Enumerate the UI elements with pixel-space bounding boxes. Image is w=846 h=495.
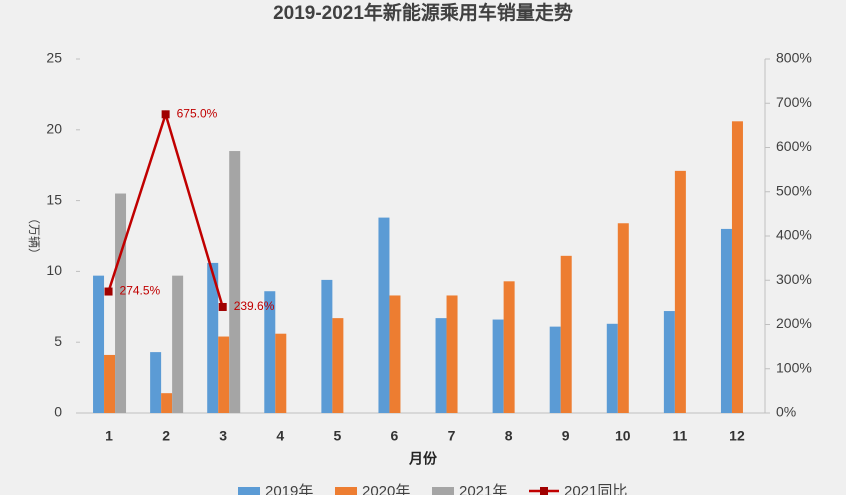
bar — [115, 193, 127, 413]
x-tick-label: 8 — [505, 428, 513, 444]
bar — [435, 318, 447, 413]
bar — [560, 255, 572, 413]
bar — [264, 291, 276, 413]
bar — [663, 311, 675, 413]
y-tick-label: 25 — [46, 50, 62, 66]
data-label: 675.0% — [177, 106, 218, 120]
x-tick-label: 5 — [333, 428, 341, 444]
x-tick-label: 9 — [562, 428, 570, 444]
chart-title: 2019-2021年新能源乘用车销量走势 — [273, 1, 573, 24]
y2-tick-label: 0% — [776, 404, 796, 420]
x-tick-label: 3 — [219, 428, 227, 444]
line-marker — [104, 287, 113, 296]
x-tick-label: 12 — [729, 428, 745, 444]
legend-swatch — [238, 487, 260, 495]
bar — [731, 121, 743, 413]
data-label: 274.5% — [120, 284, 161, 298]
line-marker — [161, 110, 170, 119]
y-tick-label: 0 — [54, 404, 62, 420]
y2-tick-label: 200% — [776, 315, 812, 331]
bar — [446, 295, 458, 413]
bar — [172, 275, 184, 413]
x-tick-label: 10 — [615, 428, 631, 444]
bar — [549, 326, 561, 413]
bar — [218, 336, 230, 413]
legend-label: 2020年 — [362, 483, 410, 495]
bar — [275, 333, 287, 413]
legend-label: 2021年 — [459, 483, 507, 495]
y-tick-label: 5 — [54, 333, 62, 349]
y2-tick-label: 700% — [776, 94, 812, 110]
bar — [720, 228, 732, 413]
bar — [207, 262, 219, 413]
bar — [378, 217, 390, 413]
y-axis-label: （万辆） — [27, 212, 41, 260]
y-tick-label: 15 — [46, 191, 62, 207]
bar — [617, 223, 629, 413]
y2-tick-label: 500% — [776, 182, 812, 198]
bar — [229, 151, 241, 414]
bar — [389, 295, 401, 413]
bar — [332, 318, 344, 413]
y2-tick-label: 600% — [776, 138, 812, 154]
bar — [606, 323, 618, 413]
y2-tick-label: 100% — [776, 359, 812, 375]
bar — [161, 393, 173, 413]
line-marker — [218, 302, 227, 311]
y-tick-label: 20 — [46, 121, 62, 137]
bar — [674, 170, 686, 413]
x-tick-label: 2 — [162, 428, 170, 444]
legend-label: 2021同比 — [564, 483, 627, 495]
bar — [492, 319, 504, 413]
bar — [503, 281, 515, 413]
y-tick-label: 10 — [46, 262, 62, 278]
x-tick-label: 7 — [448, 428, 456, 444]
data-label: 239.6% — [234, 299, 275, 313]
y2-tick-label: 800% — [776, 50, 812, 66]
x-tick-label: 1 — [105, 428, 113, 444]
x-tick-label: 4 — [276, 428, 284, 444]
bar — [321, 279, 333, 413]
y2-tick-label: 300% — [776, 271, 812, 287]
bar — [150, 352, 162, 413]
bar — [93, 275, 105, 413]
legend-label: 2019年 — [265, 483, 313, 495]
x-axis-label: 月份 — [408, 451, 438, 467]
bar — [104, 354, 116, 413]
x-tick-label: 11 — [672, 428, 687, 444]
legend-swatch — [540, 487, 548, 495]
legend-swatch — [432, 487, 454, 495]
x-tick-label: 6 — [391, 428, 399, 444]
y2-tick-label: 400% — [776, 227, 812, 243]
legend-swatch — [335, 487, 357, 495]
